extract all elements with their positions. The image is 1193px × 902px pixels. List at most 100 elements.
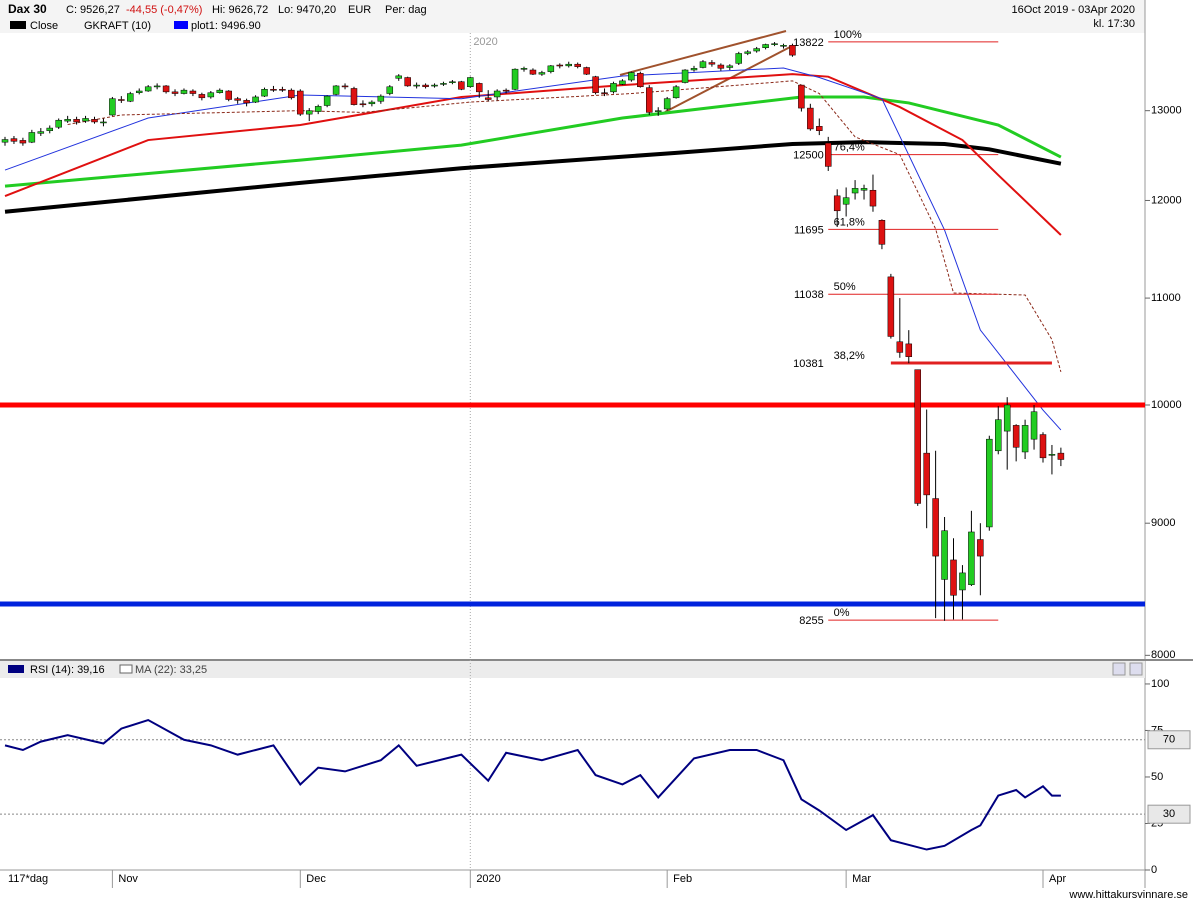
legend-swatch [119,664,133,674]
close-button[interactable] [1129,662,1143,676]
candle-body [637,73,644,88]
candle-body [753,48,760,52]
y-tick-label: 50 [1151,771,1163,783]
tool-button[interactable] [1112,662,1126,676]
candle-body [708,62,716,65]
candle-body [905,343,913,357]
candle-body [404,77,411,87]
overlay-line [4,67,1062,431]
candle-body [144,86,152,92]
fib-label: 0% [834,607,850,619]
legend-swatch [10,21,26,29]
candle-body [547,65,555,72]
symbol: Dax 30 [8,2,47,16]
legend-swatch [174,21,188,29]
currency: EUR [348,4,371,16]
candle-body [968,531,975,585]
legend-item: Close [30,20,58,32]
candle-body [449,81,456,83]
candle-body [476,83,483,93]
candle-body [386,86,394,94]
candle-body [878,220,886,245]
candle-body [28,132,36,143]
candle-body [941,530,948,580]
candle-body [252,96,259,103]
candle-body [171,91,179,94]
candle-body [1039,434,1047,459]
high: Hi: 9626,72 [212,4,268,16]
time: kl. 17:30 [1093,18,1135,30]
candle-body [332,85,340,95]
candle-body [565,63,572,67]
candle-body [735,53,743,64]
candle-body [64,119,71,122]
candle-body [1003,404,1011,432]
candle-body [73,119,80,123]
candle-body [189,90,197,94]
candle-body [654,110,662,112]
legend-item: GKRAFT (10) [84,20,151,32]
y-tick-label: 13000 [1151,105,1182,117]
trend-line [619,30,787,76]
candle-body [851,188,859,194]
footer: www.hittakursvinnare.se [1068,889,1188,901]
candle-body [359,103,367,106]
candle-body [520,68,528,70]
candle-body [261,89,268,97]
candle-body [1048,454,1056,456]
level-box [1147,804,1191,824]
candle-body [135,90,143,93]
candle-body [717,64,725,69]
period: Per: dag [385,4,427,16]
candle-body [19,140,27,144]
candle-body [82,118,89,122]
candle-body [896,341,904,353]
candle-body [100,121,107,124]
y-tick-label: 9000 [1151,517,1175,529]
candle-body [842,197,850,205]
candle-body [225,90,232,100]
candle-body [699,61,707,68]
candle-body [601,92,608,94]
candle-body [672,86,680,99]
candle-body [762,44,769,49]
candle-body [771,43,778,45]
fib-price: 11038 [794,289,824,301]
candle-body [887,276,895,337]
candle-body [198,94,206,99]
fib-label: 38,2% [834,350,865,362]
candle-body [440,83,447,85]
candle-body [798,84,805,109]
year-label: 2020 [473,36,497,48]
level-label: 30 [1163,808,1175,820]
footer-bar [0,888,1193,902]
y-tick-label: 10000 [1151,399,1182,411]
x-tick-label: Mar [852,873,871,885]
period-label: 117*dag [8,873,48,885]
candle-body [619,80,626,85]
candle-body [243,100,250,104]
candle-body [663,98,671,110]
close: C: 9526,27 [66,4,120,16]
candle-body [628,72,635,81]
candle-body [314,106,322,112]
candle-body [288,89,295,99]
candle-body [395,75,402,79]
candle-body [118,99,125,101]
level-box [1147,730,1191,750]
legend-swatch [8,665,24,673]
candle-body [592,76,599,93]
fib-label: 100% [834,29,862,41]
rsi-line [4,718,1061,851]
candle-body [646,87,653,113]
legend-item: plot1: 9496.90 [191,20,261,32]
candle-body [816,126,823,131]
candle-body [538,72,546,75]
candle-body [959,572,966,591]
candle-body [932,498,939,557]
candle-body [950,559,957,596]
candle-body [431,84,438,87]
candle-body [780,45,787,47]
candle-body [279,89,286,91]
